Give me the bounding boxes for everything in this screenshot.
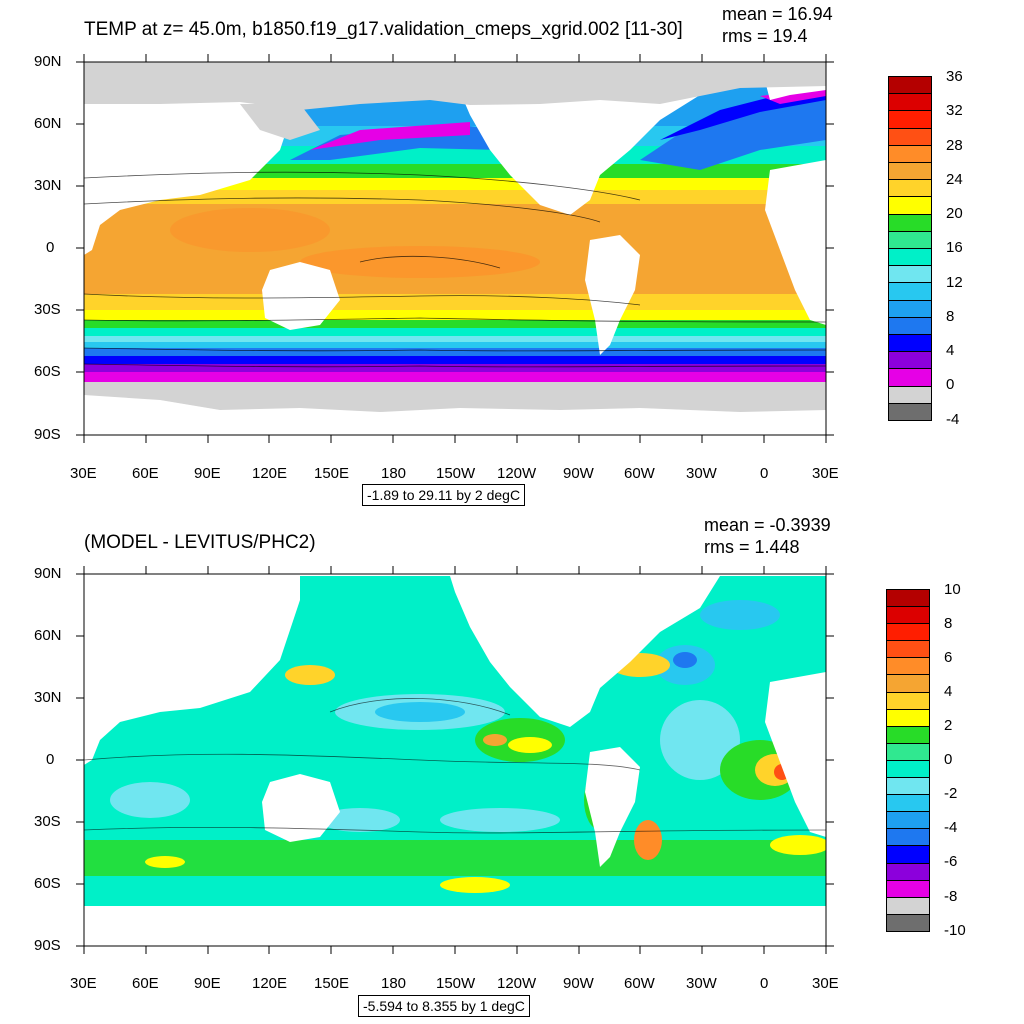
p2-lon-30e-right: 30E — [812, 975, 839, 992]
panel-1-colorbar — [888, 76, 932, 421]
p1-cbar-12: 12 — [946, 274, 963, 291]
p1-lon-120w: 120W — [497, 465, 537, 482]
p2-lat-90s: 90S — [34, 937, 61, 954]
p2-lat-60n: 60N — [34, 627, 62, 644]
panel-2-land — [84, 574, 826, 946]
p1-lon-0: 0 — [760, 465, 769, 482]
p1-cbar-28: 28 — [946, 137, 963, 154]
p2-lat-90n: 90N — [34, 565, 62, 582]
panel-2-title: (MODEL - LEVITUS/PHC2) — [84, 532, 316, 553]
panel-1-no-data — [84, 62, 826, 412]
p2-cbar-neg2: -2 — [944, 785, 958, 802]
p1-cbar-20: 20 — [946, 205, 963, 222]
panel-1-field — [84, 62, 826, 435]
p2-lon-150e: 150E — [314, 975, 350, 992]
p2-lon-60w: 60W — [624, 975, 655, 992]
p1-cbar-36: 36 — [946, 68, 963, 85]
p1-lon-180: 180 — [381, 465, 407, 482]
p2-cbar-0: 0 — [944, 751, 953, 768]
p2-lon-0: 0 — [760, 975, 769, 992]
p1-lon-60e: 60E — [132, 465, 159, 482]
panel-1-rms: rms = 19.4 — [722, 26, 808, 46]
p1-cbar-24: 24 — [946, 171, 963, 188]
p2-lon-150w: 150W — [436, 975, 476, 992]
p1-cbar-32: 32 — [946, 102, 963, 119]
p1-lat-90n: 90N — [34, 53, 62, 70]
p2-lat-30s: 30S — [34, 813, 61, 830]
p1-cbar-16: 16 — [946, 239, 963, 256]
p2-lon-120e: 120E — [252, 975, 288, 992]
p2-lon-30w: 30W — [686, 975, 717, 992]
panel-2-range: -5.594 to 8.355 by 1 degC — [358, 995, 530, 1017]
p2-lon-90e: 90E — [194, 975, 221, 992]
panel-2-field — [84, 574, 826, 946]
p1-lon-150w: 150W — [436, 465, 476, 482]
p1-cbar-0: 0 — [946, 376, 955, 393]
p1-lon-90w: 90W — [563, 465, 594, 482]
panel-1-mean: mean = 16.94 — [722, 4, 833, 24]
p1-lat-90s: 90S — [34, 426, 61, 443]
p1-lon-30e-right: 30E — [812, 465, 839, 482]
p1-lat-60n: 60N — [34, 115, 62, 132]
p1-lat-60s: 60S — [34, 363, 61, 380]
p2-cbar-neg6: -6 — [944, 853, 958, 870]
p1-lon-60w: 60W — [624, 465, 655, 482]
p2-lon-180: 180 — [381, 975, 407, 992]
p2-cbar-8: 8 — [944, 615, 953, 632]
p2-cbar-4: 4 — [944, 683, 953, 700]
p1-lon-150e: 150E — [314, 465, 350, 482]
panel-1-title: TEMP at z= 45.0m, b1850.f19_g17.validati… — [84, 19, 683, 40]
panel-2-rms: rms = 1.448 — [704, 537, 800, 557]
panel-2-mean: mean = -0.3939 — [704, 515, 831, 535]
p1-lon-120e: 120E — [252, 465, 288, 482]
p2-lon-90w: 90W — [563, 975, 594, 992]
p2-cbar-10: 10 — [944, 581, 961, 598]
p2-cbar-neg8: -8 — [944, 888, 958, 905]
panel-2-colorbar — [886, 589, 930, 932]
p2-lat-60s: 60S — [34, 875, 61, 892]
p2-cbar-neg4: -4 — [944, 819, 958, 836]
panel-1-land — [84, 62, 826, 355]
p1-lat-30n: 30N — [34, 177, 62, 194]
p1-lon-30e: 30E — [70, 465, 97, 482]
p1-lon-90e: 90E — [194, 465, 221, 482]
p2-lat-0: 0 — [46, 751, 55, 768]
panel-1-frame — [83, 61, 827, 436]
p2-lon-120w: 120W — [497, 975, 537, 992]
p1-cbar-4: 4 — [946, 342, 955, 359]
panel-2-frame — [83, 573, 827, 947]
p1-lon-30w: 30W — [686, 465, 717, 482]
p1-lat-0: 0 — [46, 239, 55, 256]
p1-cbar-neg4: -4 — [946, 411, 960, 428]
p2-lon-30e: 30E — [70, 975, 97, 992]
p2-cbar-2: 2 — [944, 717, 953, 734]
panel-1-range: -1.89 to 29.11 by 2 degC — [362, 484, 526, 506]
p2-lon-60e: 60E — [132, 975, 159, 992]
p1-lat-30s: 30S — [34, 301, 61, 318]
p1-cbar-8: 8 — [946, 308, 955, 325]
p2-lat-30n: 30N — [34, 689, 62, 706]
p2-cbar-6: 6 — [944, 649, 953, 666]
p2-cbar-neg10: -10 — [944, 922, 966, 939]
